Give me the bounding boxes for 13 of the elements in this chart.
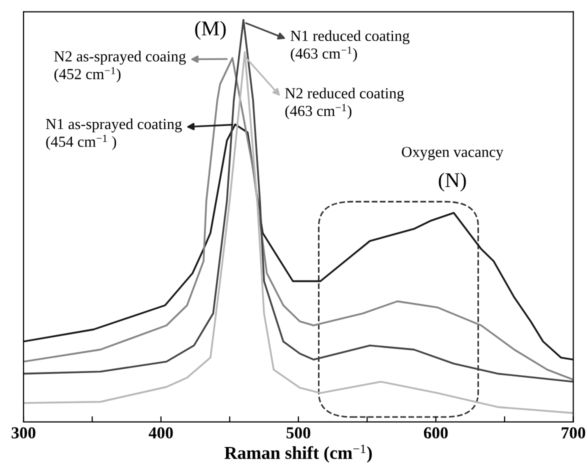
x-tick-label: 500 — [286, 427, 310, 439]
annotation: (M) — [195, 20, 226, 40]
x-tick-label: 700 — [562, 427, 586, 439]
annotation: N2 as-sprayed coaing (452 cm$^{−1}$) — [54, 50, 186, 82]
annotation: N1 reduced coating (463 cm$^{−1}$) — [290, 30, 410, 62]
x-tick-label: 300 — [12, 427, 36, 439]
annotation: (N) — [438, 172, 466, 192]
x-axis-title: Raman shift (cm$^{−1}$) — [224, 444, 372, 463]
annotation: N2 reduced coating (463 cm$^{−1}$) — [285, 88, 404, 120]
x-tick-label: 600 — [424, 427, 448, 439]
annotation: Oxygen vacancy — [402, 146, 504, 160]
x-tick-label: 400 — [148, 427, 173, 439]
annotation: N1 as-sprayed coating (454 cm$^{−1}$ ) — [46, 118, 182, 150]
